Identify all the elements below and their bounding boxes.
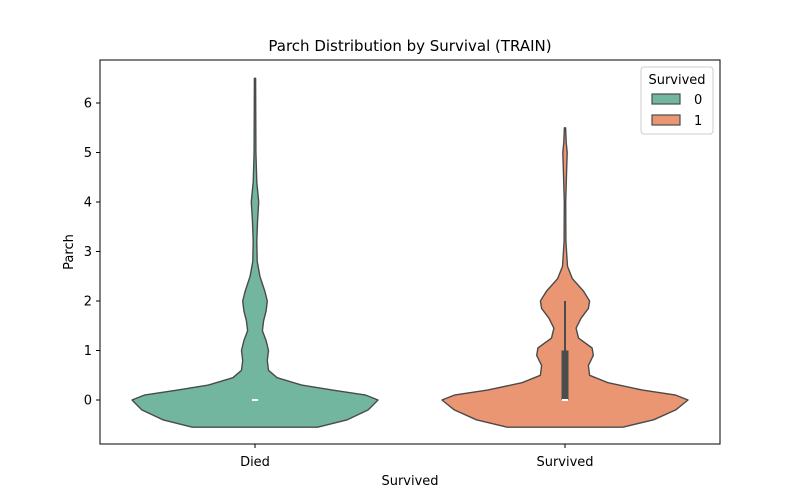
y-tick-label-1: 1 <box>84 344 92 359</box>
y-axis-label: Parch <box>62 234 77 270</box>
legend: Survived 0 1 <box>640 66 714 135</box>
y-tick-label-0: 0 <box>84 394 92 409</box>
y-axis: 0 1 2 3 4 5 6 <box>84 97 100 409</box>
iqr-box-survived <box>561 350 569 400</box>
y-tick-label-2: 2 <box>84 295 92 310</box>
legend-title: Survived <box>648 73 705 88</box>
chart-title: Parch Distribution by Survival (TRAIN) <box>268 37 551 55</box>
x-tick-label-1: Survived <box>536 455 593 470</box>
legend-swatch-1 <box>651 114 681 126</box>
x-tick-label-0: Died <box>240 455 270 470</box>
legend-swatch-0 <box>651 93 681 105</box>
legend-label-0: 0 <box>694 93 702 108</box>
y-tick-label-5: 5 <box>84 146 92 161</box>
inner-box-layer <box>252 301 569 401</box>
violin-died <box>131 77 379 428</box>
y-tick-label-6: 6 <box>84 97 92 112</box>
y-tick-label-4: 4 <box>84 196 92 211</box>
x-axis: Died Survived <box>240 444 594 470</box>
x-axis-label: Survived <box>381 474 438 489</box>
violins-layer <box>131 77 689 428</box>
violin-survived <box>441 127 689 428</box>
y-tick-label-3: 3 <box>84 245 92 260</box>
legend-label-1: 1 <box>694 114 702 129</box>
